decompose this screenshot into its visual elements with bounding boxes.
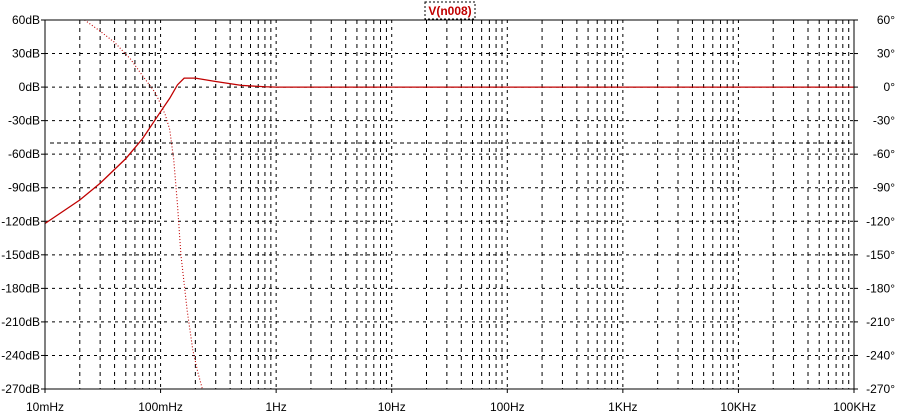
y-left-tick-label: -270dB	[1, 382, 40, 396]
y-right-tick-label: -90°	[873, 181, 895, 195]
y-left-tick-label: -60dB	[8, 147, 40, 161]
x-tick-label: 1KHz	[608, 400, 637, 414]
y-left-tick-label: -240dB	[1, 348, 40, 362]
y-axis-left-labels: 60dB 30dB 0dB -30dB -60dB -90dB -120dB -150dB -1…	[1, 13, 45, 396]
y-left-tick-label: 0dB	[19, 80, 40, 94]
y-left-tick-label: -120dB	[1, 214, 40, 228]
y-left-tick-label: -90dB	[8, 181, 40, 195]
x-tick-label: 100mHz	[138, 400, 183, 414]
legend[interactable]: V(n008)	[424, 1, 476, 20]
x-axis-labels: 10mHz 100mHz 1Hz 10Hz 100Hz 1KHz 10KHz 100KHz	[26, 389, 876, 414]
y-right-tick-label: -120°	[866, 214, 895, 228]
y-right-tick-label: -150°	[866, 248, 895, 262]
y-right-tick-label: 30°	[877, 47, 895, 61]
y-right-tick-label: -210°	[866, 315, 895, 329]
y-right-tick-label: -180°	[866, 281, 895, 295]
legend-box	[424, 1, 476, 20]
y-left-tick-label: -150dB	[1, 248, 40, 262]
y-right-tick-label: 60°	[877, 13, 895, 27]
y-right-tick-label: -60°	[873, 147, 895, 161]
y-right-tick-label: -270°	[866, 382, 895, 396]
x-tick-label: 100Hz	[490, 400, 525, 414]
x-tick-label: 10Hz	[378, 400, 406, 414]
legend-label[interactable]: V(n008)	[428, 4, 471, 18]
y-left-tick-label: 30dB	[12, 47, 40, 61]
y-right-tick-label: -240°	[866, 348, 895, 362]
y-axis-right-labels: 60° 30° 0° -30° -60° -90° -120° -150° -180° -210°…	[854, 13, 895, 396]
y-right-tick-label: -30°	[873, 114, 895, 128]
x-tick-label: 100KHz	[833, 400, 876, 414]
magnitude-trace[interactable]	[44, 77, 854, 225]
y-left-tick-label: -30dB	[8, 114, 40, 128]
x-tick-label: 10mHz	[26, 400, 64, 414]
plot-frame	[44, 19, 855, 390]
series-group	[44, 19, 854, 390]
y-left-tick-label: -210dB	[1, 315, 40, 329]
y-left-tick-label: 60dB	[12, 13, 40, 27]
x-tick-label: 10KHz	[720, 400, 756, 414]
y-left-tick-label: -180dB	[1, 281, 40, 295]
x-tick-label: 1Hz	[265, 400, 286, 414]
y-right-tick-label: 0°	[884, 80, 896, 94]
